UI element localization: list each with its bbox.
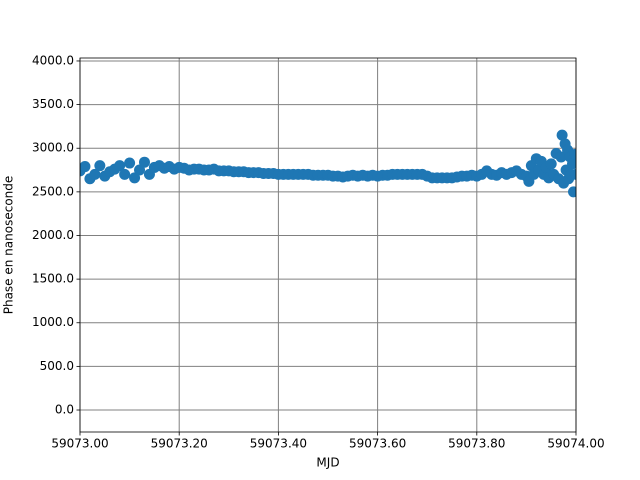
x-axis-label: MJD bbox=[316, 456, 339, 470]
data-point bbox=[80, 161, 91, 173]
x-tick-label: 59073.20 bbox=[151, 437, 208, 451]
data-point bbox=[89, 168, 101, 180]
y-tick-label: 1500.0 bbox=[32, 272, 74, 286]
data-point bbox=[568, 186, 576, 198]
x-tick-label: 59073.60 bbox=[349, 437, 406, 451]
y-tick-label: 4000.0 bbox=[32, 53, 74, 67]
y-tick-label: 2000.0 bbox=[32, 228, 74, 242]
y-tick-label: 500.0 bbox=[40, 359, 74, 373]
x-tick-label: 59074.00 bbox=[547, 437, 604, 451]
y-tick-label: 3500.0 bbox=[32, 97, 74, 111]
data-point bbox=[569, 148, 576, 160]
y-axis-label: Phase en nanoseconde bbox=[2, 176, 16, 315]
x-tick-label: 59073.40 bbox=[250, 437, 307, 451]
data-point bbox=[124, 157, 136, 169]
y-tick-label: 2500.0 bbox=[32, 184, 74, 198]
data-point bbox=[555, 151, 567, 163]
data-point bbox=[570, 168, 576, 180]
data-point bbox=[114, 160, 126, 172]
y-tick-label: 1000.0 bbox=[32, 315, 74, 329]
data-point bbox=[129, 172, 141, 184]
data-point bbox=[119, 168, 131, 180]
data-point bbox=[138, 156, 150, 168]
data-point bbox=[556, 129, 568, 141]
points bbox=[80, 129, 576, 198]
y-tick-label: 0.0 bbox=[55, 403, 74, 417]
data-point bbox=[134, 164, 146, 176]
data-point bbox=[94, 160, 106, 172]
ticks: 59073.00 59073.20 59073.40 59073.60 59073.80… bbox=[32, 53, 605, 450]
y-tick-label: 3000.0 bbox=[32, 141, 74, 155]
plot-frame bbox=[79, 57, 577, 433]
x-tick-label: 59073.00 bbox=[51, 437, 108, 451]
data-point bbox=[545, 158, 557, 170]
data-point bbox=[567, 158, 576, 170]
x-tick-label: 59073.80 bbox=[448, 437, 505, 451]
